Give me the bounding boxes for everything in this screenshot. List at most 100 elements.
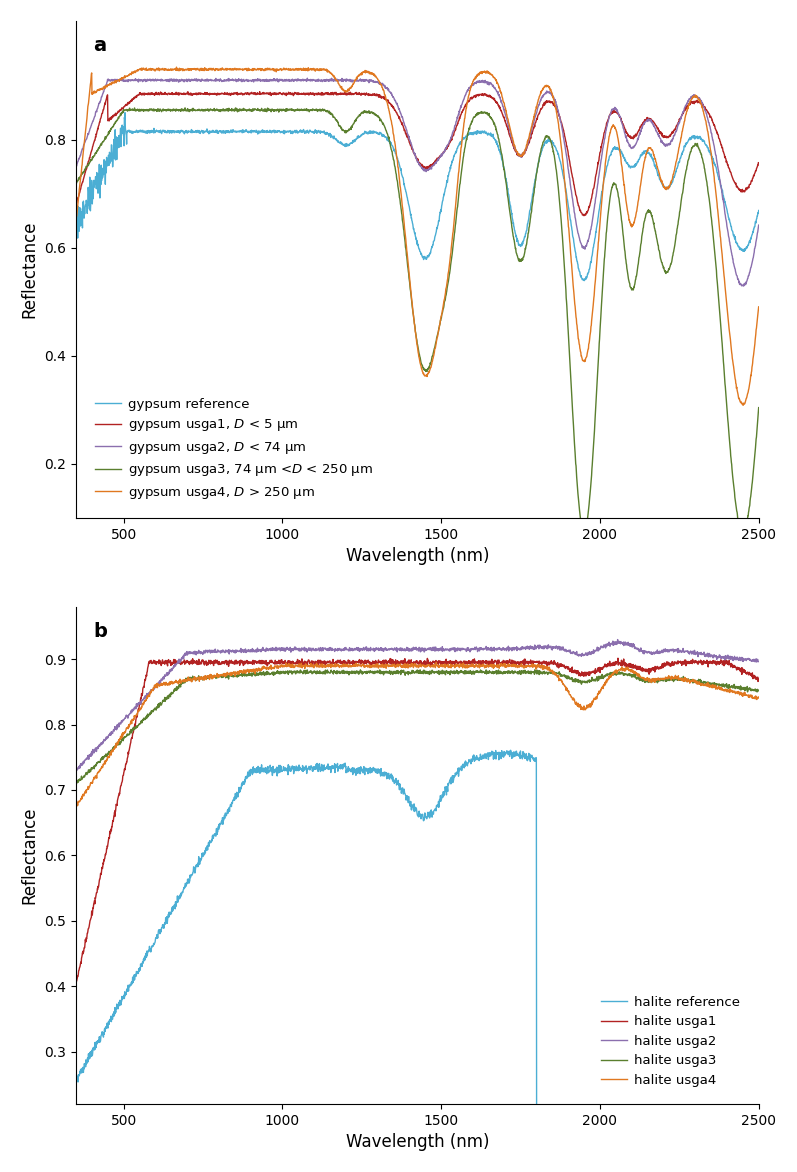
halite usga2 [613, 633, 622, 647]
halite usga4 [754, 690, 764, 704]
gypsum usga1, $D$ < 5 μm [754, 156, 764, 170]
gypsum usga3, 74 μm <$D$ < 250 μm [522, 238, 532, 252]
gypsum usga3, 74 μm <$D$ < 250 μm [180, 101, 190, 115]
halite reference [497, 743, 507, 757]
halite usga1 [71, 976, 80, 990]
halite usga3 [72, 777, 81, 791]
Line: halite usga4: halite usga4 [76, 662, 759, 808]
Line: gypsum usga1, $D$ < 5 μm: gypsum usga1, $D$ < 5 μm [76, 91, 759, 216]
halite reference [522, 750, 532, 764]
gypsum usga1, $D$ < 5 μm [522, 142, 532, 156]
gypsum reference [579, 273, 589, 287]
halite usga1 [521, 654, 531, 668]
gypsum usga2, $D$ < 74 μm [522, 141, 532, 155]
halite usga2 [754, 654, 764, 668]
gypsum usga4, $D$ > 250 μm [171, 60, 181, 74]
gypsum usga1, $D$ < 5 μm [497, 105, 507, 120]
Line: gypsum usga3, 74 μm <$D$ < 250 μm: gypsum usga3, 74 μm <$D$ < 250 μm [76, 108, 759, 530]
halite usga2 [518, 641, 528, 655]
gypsum usga3, 74 μm <$D$ < 250 μm [77, 165, 87, 179]
Line: halite usga2: halite usga2 [76, 640, 759, 770]
gypsum usga1, $D$ < 5 μm [563, 143, 572, 157]
Legend: halite reference, halite usga1, halite usga2, halite usga3, halite usga4: halite reference, halite usga1, halite u… [595, 990, 745, 1092]
Text: b: b [93, 621, 107, 641]
gypsum usga2, $D$ < 74 μm [563, 158, 572, 172]
Line: halite usga3: halite usga3 [76, 670, 759, 784]
halite usga2 [522, 641, 532, 655]
halite usga4 [518, 659, 528, 673]
gypsum usga4, $D$ > 250 μm [738, 398, 748, 413]
halite usga1 [518, 654, 528, 668]
gypsum usga3, 74 μm <$D$ < 250 μm [518, 251, 528, 265]
halite reference [77, 1062, 87, 1076]
halite usga4 [77, 792, 87, 806]
halite usga3 [522, 666, 532, 680]
X-axis label: Wavelength (nm): Wavelength (nm) [346, 1133, 489, 1151]
gypsum usga4, $D$ > 250 μm [71, 213, 80, 227]
Line: gypsum usga2, $D$ < 74 μm: gypsum usga2, $D$ < 74 μm [76, 79, 759, 286]
gypsum usga4, $D$ > 250 μm [522, 138, 532, 152]
gypsum usga1, $D$ < 5 μm [77, 176, 87, 190]
gypsum usga4, $D$ > 250 μm [77, 157, 87, 171]
gypsum usga1, $D$ < 5 μm [71, 196, 80, 210]
gypsum usga2, $D$ < 74 μm [497, 96, 507, 110]
halite usga4 [563, 683, 572, 697]
halite usga1 [576, 668, 586, 682]
gypsum reference [522, 224, 532, 238]
Line: halite usga1: halite usga1 [76, 659, 759, 983]
gypsum usga4, $D$ > 250 μm [497, 89, 507, 103]
halite usga1 [77, 948, 87, 962]
halite usga3 [71, 775, 80, 789]
halite usga3 [77, 771, 87, 785]
gypsum reference [497, 154, 507, 168]
gypsum usga2, $D$ < 74 μm [739, 279, 748, 293]
halite usga1 [563, 661, 572, 675]
gypsum usga4, $D$ > 250 μm [754, 300, 764, 314]
gypsum reference [576, 268, 586, 282]
gypsum usga1, $D$ < 5 μm [579, 209, 589, 223]
gypsum reference [518, 234, 528, 248]
halite usga1 [613, 652, 622, 666]
halite usga4 [522, 660, 532, 674]
halite reference [506, 743, 516, 757]
gypsum usga3, 74 μm <$D$ < 250 μm [497, 149, 507, 163]
halite usga2 [77, 758, 87, 772]
halite usga4 [576, 702, 586, 716]
halite usga4 [497, 659, 507, 673]
halite usga3 [577, 677, 587, 691]
halite usga4 [431, 655, 441, 669]
halite usga3 [530, 663, 540, 677]
gypsum usga4, $D$ > 250 μm [518, 146, 528, 161]
halite usga2 [576, 649, 586, 663]
halite usga3 [754, 683, 764, 697]
Legend: gypsum reference, gypsum usga1, $D$ < 5 μm, gypsum usga2, $D$ < 74 μm, gypsum us: gypsum reference, gypsum usga1, $D$ < 5 … [89, 393, 378, 506]
Y-axis label: Reflectance: Reflectance [21, 806, 39, 904]
halite usga2 [497, 643, 507, 657]
halite usga2 [563, 645, 572, 659]
gypsum usga3, 74 μm <$D$ < 250 μm [754, 401, 764, 415]
gypsum usga2, $D$ < 74 μm [754, 218, 764, 232]
gypsum usga2, $D$ < 74 μm [518, 148, 528, 162]
gypsum usga1, $D$ < 5 μm [518, 148, 528, 162]
gypsum reference [77, 206, 87, 220]
Text: a: a [93, 35, 106, 55]
gypsum reference [120, 105, 130, 120]
halite usga2 [71, 763, 80, 777]
gypsum usga2, $D$ < 74 μm [77, 142, 87, 156]
halite reference [71, 1069, 80, 1083]
gypsum usga2, $D$ < 74 μm [576, 237, 586, 251]
gypsum usga3, 74 μm <$D$ < 250 μm [576, 516, 586, 530]
gypsum usga1, $D$ < 5 μm [576, 205, 586, 219]
gypsum usga3, 74 μm <$D$ < 250 μm [563, 316, 572, 331]
gypsum reference [563, 196, 572, 210]
halite usga3 [563, 672, 573, 686]
Line: gypsum usga4, $D$ > 250 μm: gypsum usga4, $D$ > 250 μm [76, 67, 759, 406]
gypsum usga2, $D$ < 74 μm [303, 71, 312, 86]
Line: gypsum reference: gypsum reference [76, 113, 759, 280]
gypsum usga3, 74 μm <$D$ < 250 μm [71, 176, 80, 190]
gypsum usga2, $D$ < 74 μm [71, 159, 80, 173]
gypsum usga4, $D$ > 250 μm [576, 349, 586, 363]
halite usga1 [754, 673, 764, 687]
X-axis label: Wavelength (nm): Wavelength (nm) [346, 547, 489, 565]
gypsum usga3, 74 μm <$D$ < 250 μm [736, 523, 745, 537]
